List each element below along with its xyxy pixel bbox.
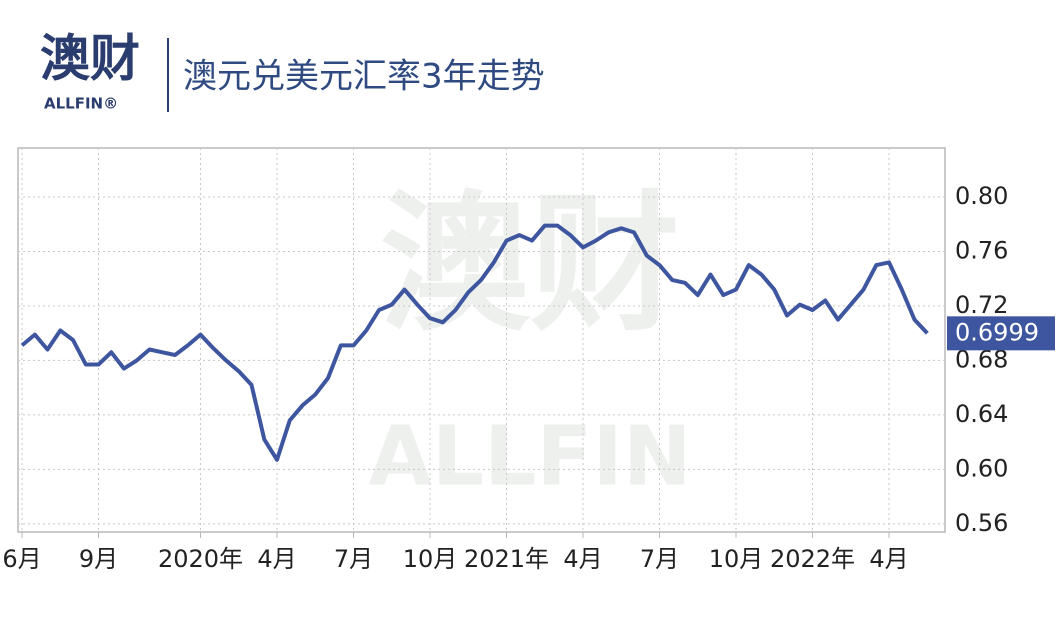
x-tick-label: 2022年 — [770, 545, 855, 573]
line — [20, 223, 929, 462]
last-value-box — [947, 316, 1055, 351]
x-tick-label: 4月 — [257, 545, 296, 573]
logo-brand: ALLFIN® — [44, 95, 118, 113]
y-tick-label: 0.72 — [955, 291, 1008, 319]
y-tick-label: 0.56 — [955, 509, 1008, 537]
logo-name: 澳财 — [40, 30, 140, 88]
x-tick-label: 6月 — [2, 545, 41, 573]
watermark: ALLFIN — [368, 409, 691, 504]
x-tick-label: 4月 — [869, 545, 908, 573]
y-tick-label: 0.76 — [955, 236, 1008, 264]
y-tick-label: 0.80 — [955, 182, 1008, 210]
x-tick-label: 10月 — [709, 545, 764, 573]
x-tick-label: 4月 — [563, 545, 602, 573]
x-tick-label: 7月 — [334, 545, 373, 573]
plot-frame — [17, 147, 946, 533]
chart-title: 澳元兑美元汇率3年走势 — [183, 57, 545, 97]
watermark: 澳财 — [380, 178, 680, 352]
x-tick-label: 9月 — [79, 545, 118, 573]
y-tick-label: 0.60 — [955, 454, 1008, 482]
x-tick-label: 2021年 — [464, 545, 549, 573]
y-tick-label: 0.64 — [955, 400, 1008, 428]
last-value-label: 0.6999 — [955, 318, 1039, 346]
x-tick-label: 2020年 — [158, 545, 243, 573]
x-tick-label: 7月 — [640, 545, 679, 573]
x-tick-label: 10月 — [403, 545, 458, 573]
